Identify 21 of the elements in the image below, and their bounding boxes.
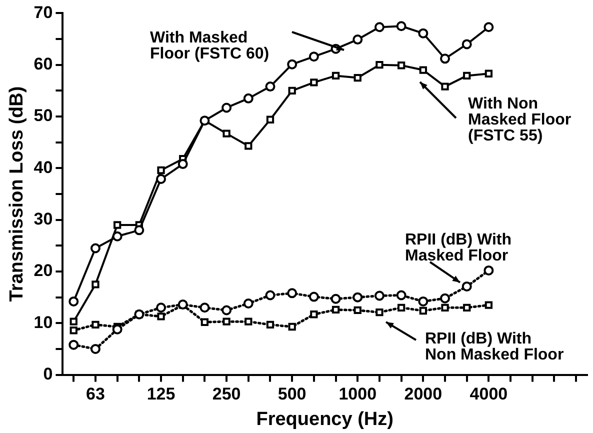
y-tick-label: 70 xyxy=(34,2,53,22)
x-tick-label: 125 xyxy=(146,384,176,404)
x-tick-label: 63 xyxy=(86,384,105,404)
x-tick-label: 4000 xyxy=(470,384,508,404)
x-tick-label: 2000 xyxy=(404,384,442,404)
y-tick-label: 10 xyxy=(34,312,53,332)
x-axis-title: Frequency (Hz) xyxy=(256,408,394,430)
y-tick-label: 60 xyxy=(34,54,53,74)
x-tick-label: 250 xyxy=(212,384,241,404)
annotation: With Masked Floor (FSTC 60) xyxy=(150,29,270,62)
y-tick-label: 50 xyxy=(34,106,53,126)
y-tick-label: 30 xyxy=(34,210,53,229)
annotation: RPII (dB) With Masked Floor xyxy=(405,231,512,264)
annotation: With Non Masked Floor (FSTC 55) xyxy=(468,95,572,144)
x-tick-label: 1000 xyxy=(338,384,377,404)
y-axis-title: Transmission Loss (dB) xyxy=(6,86,28,302)
y-tick-label: 40 xyxy=(34,158,53,177)
annotation: RPII (dB) With Non Masked Floor xyxy=(425,330,564,364)
y-tick-label: 0 xyxy=(43,364,53,384)
y-tick-label: 20 xyxy=(34,261,53,280)
x-tick-label: 500 xyxy=(278,384,306,404)
